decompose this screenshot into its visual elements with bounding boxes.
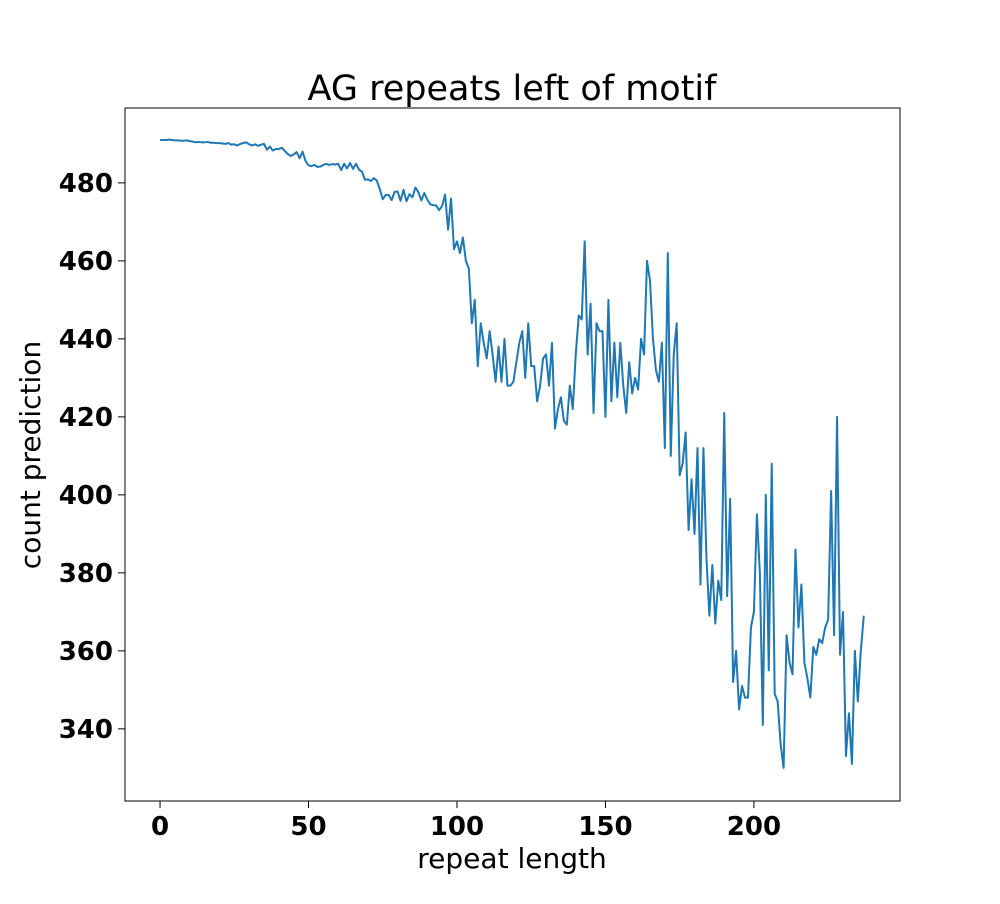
y-tick-label: 480 bbox=[59, 169, 113, 199]
chart-title: AG repeats left of motif bbox=[308, 69, 718, 109]
x-tick-label: 100 bbox=[430, 812, 484, 842]
plot-frame bbox=[124, 107, 901, 802]
y-tick-label: 460 bbox=[59, 247, 113, 277]
y-tick-label: 380 bbox=[59, 559, 113, 589]
x-tick-label: 200 bbox=[727, 812, 781, 842]
data-line bbox=[160, 138, 865, 769]
y-tick-label: 400 bbox=[59, 481, 113, 511]
y-axis-label: count prediction bbox=[14, 341, 47, 569]
y-tick-label: 440 bbox=[59, 325, 113, 355]
y-tick-label: 340 bbox=[59, 715, 113, 745]
x-tick-label: 50 bbox=[290, 812, 326, 842]
y-tick-label: 420 bbox=[59, 403, 113, 433]
y-tick-label: 360 bbox=[59, 637, 113, 667]
x-tick-label: 0 bbox=[151, 812, 169, 842]
x-tick-label: 150 bbox=[578, 812, 632, 842]
x-axis-label: repeat length bbox=[417, 842, 606, 875]
